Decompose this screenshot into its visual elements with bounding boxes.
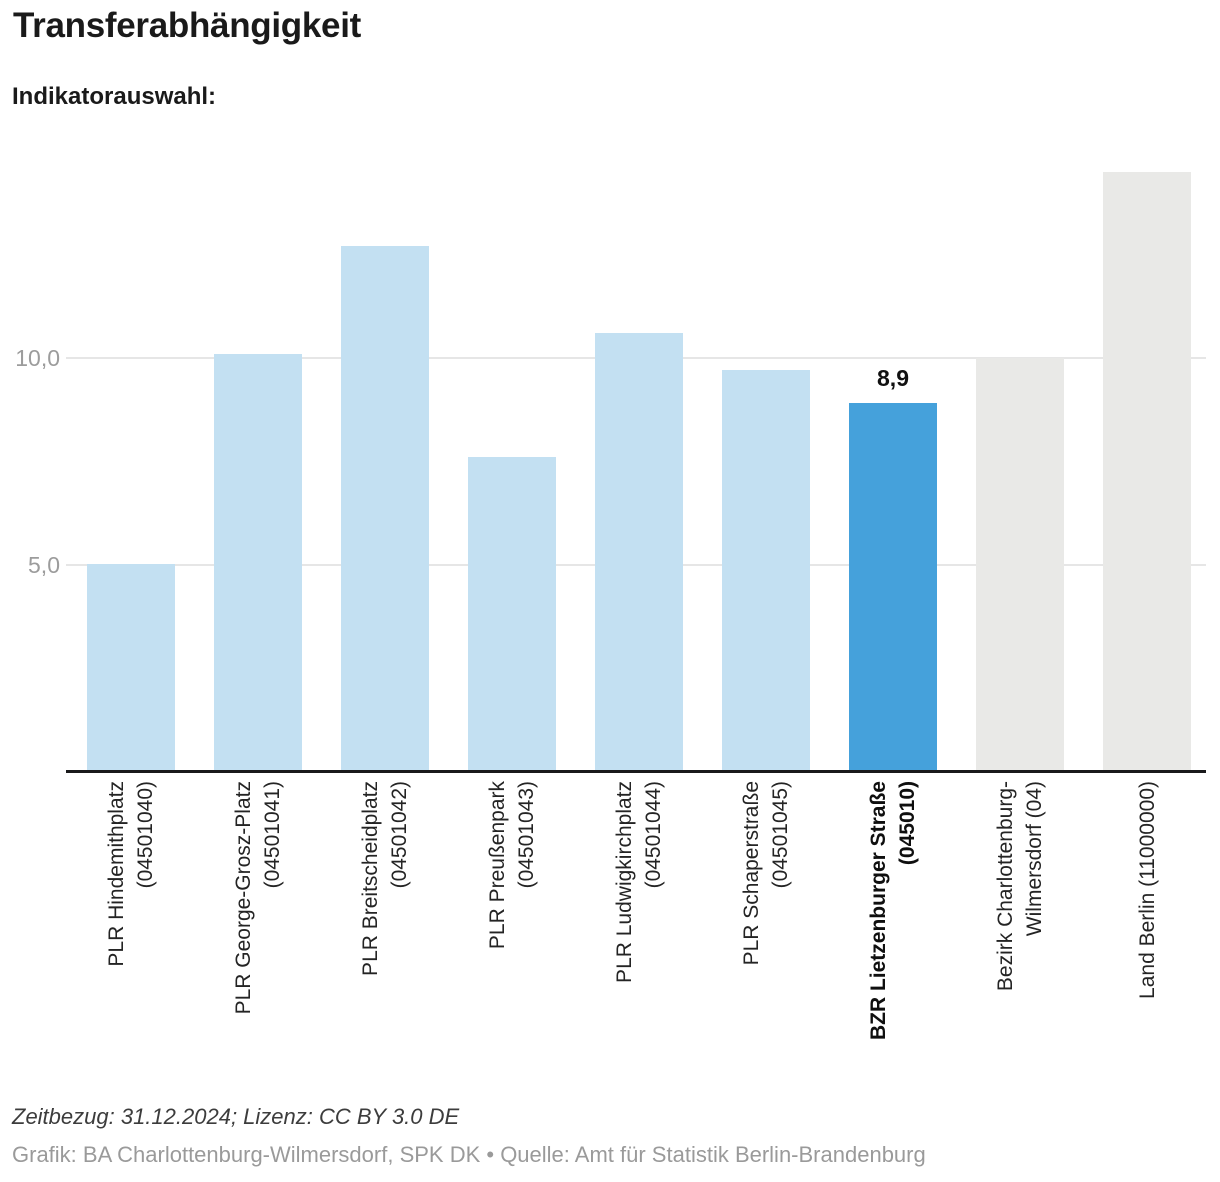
x-axis-label-line: (04501045)	[769, 781, 792, 889]
bar-2	[214, 354, 302, 771]
bar-5	[595, 333, 683, 771]
x-axis-label: PLR Hindemithplatz (04501040)	[102, 781, 160, 1091]
x-axis-label: PLR Preußenpark (04501043)	[483, 781, 541, 1091]
x-axis-label-line: PLR Schaperstraße	[740, 781, 763, 966]
x-axis-label: Bezirk Charlottenburg- Wilmersdorf (04)	[991, 781, 1049, 1091]
page-title: Transferabhängigkeit	[13, 6, 361, 45]
x-axis-label-line: Wilmersdorf (04)	[1023, 781, 1046, 937]
x-axis-label-line: PLR Breitscheidplatz	[359, 781, 382, 976]
x-axis-label-line: Land Berlin (11000000)	[1135, 781, 1159, 999]
x-axis-label-line: PLR Ludwigkirchplatz	[613, 781, 636, 983]
bar-1	[87, 564, 175, 771]
x-axis-label: PLR Ludwigkirchplatz (04501044)	[610, 781, 668, 1091]
footer-timeref-license: Zeitbezug: 31.12.2024; Lizenz: CC BY 3.0…	[12, 1104, 460, 1129]
x-axis-label: Land Berlin (11000000)	[1133, 781, 1162, 1091]
bar-6	[722, 370, 810, 771]
x-axis-label-line: (04501042)	[388, 781, 411, 889]
bar-4	[468, 457, 556, 771]
x-axis-line	[66, 770, 1206, 773]
y-axis-tick-label: 5,0	[28, 552, 60, 578]
x-axis-label-line: PLR Hindemithplatz	[105, 781, 128, 967]
x-axis-label-line: BZR Lietzenburger Straße	[867, 781, 890, 1041]
x-axis-label-line: Bezirk Charlottenburg-	[994, 781, 1017, 992]
bar-7	[849, 403, 937, 771]
highlight-bar-value-label: 8,9	[877, 365, 909, 391]
bar-9	[1103, 172, 1191, 771]
y-axis-tick-label: 10,0	[15, 345, 60, 371]
bar-3	[341, 246, 429, 771]
x-axis-label-line: (04501041)	[261, 781, 284, 889]
indicator-select-label: Indikatorauswahl:	[12, 83, 217, 110]
x-axis-label: PLR Breitscheidplatz (04501042)	[356, 781, 414, 1091]
x-axis-label: PLR Schaperstraße (04501045)	[737, 781, 795, 1091]
x-axis-label-line: PLR George-Grosz-Platz	[232, 781, 255, 1015]
x-axis-label-line: (045010)	[896, 781, 919, 866]
x-axis-label-line: (04501043)	[515, 781, 538, 889]
x-axis-label-line: (04501044)	[642, 781, 665, 889]
x-axis-label: BZR Lietzenburger Straße (045010)	[864, 781, 922, 1091]
bar-8	[976, 358, 1064, 771]
x-axis-label-line: (04501040)	[134, 781, 157, 889]
x-axis-label-line: PLR Preußenpark	[486, 781, 509, 950]
x-axis-label: PLR George-Grosz-Platz (04501041)	[229, 781, 287, 1091]
footer-source-credit: Grafik: BA Charlottenburg-Wilmersdorf, S…	[12, 1142, 926, 1167]
